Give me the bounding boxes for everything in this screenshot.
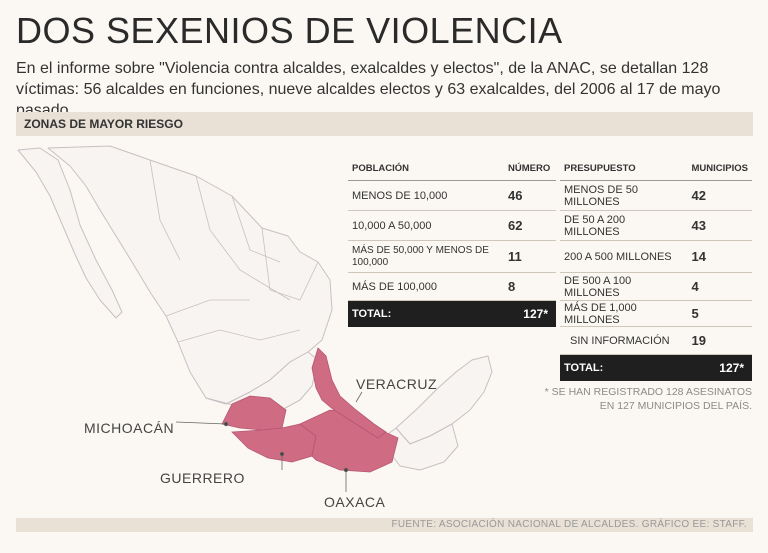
map-label-oaxaca: OAXACA (324, 494, 386, 510)
table-row: SIN INFORMACIÓN 19 (560, 326, 752, 355)
total-row: TOTAL: 127* (560, 354, 752, 381)
table-row: MENOS DE 10,000 46 (348, 180, 556, 211)
page-title: DOS SEXENIOS DE VIOLENCIA (16, 10, 563, 51)
row-value: 46 (504, 180, 556, 211)
row-value: 43 (687, 210, 752, 241)
table-row: DE 500 A 100 MILLONES 4 (560, 272, 752, 301)
total-label: TOTAL: (348, 300, 504, 327)
row-label: MÁS DE 50,000 Y MENOS DE 100,000 (348, 240, 504, 273)
row-label: MENOS DE 50 MILLONES (560, 180, 688, 211)
footer: FUENTE: ASOCIACIÓN NACIONAL DE ALCALDES.… (16, 518, 753, 532)
poblacion-table: POBLACIÓN NÚMERO MENOS DE 10,000 46 10,0… (348, 156, 556, 327)
map-region-michoacan (221, 395, 287, 431)
map-region-veracruz (311, 347, 387, 439)
row-value: 5 (687, 300, 752, 327)
total-value: 127* (687, 354, 752, 381)
column-header: PRESUPUESTO (560, 156, 688, 181)
section-header: ZONAS DE MAYOR RIESGO (16, 112, 753, 136)
table-row: 200 A 500 MILLONES 14 (560, 240, 752, 273)
column-header: NÚMERO (504, 156, 556, 181)
map-label-michoacan: MICHOACÁN (84, 420, 175, 436)
map-label-guerrero: GUERRERO (160, 470, 245, 486)
map-region-southeast (379, 423, 459, 471)
presupuesto-table: PRESUPUESTO MUNICIPIOS MENOS DE 50 MILLO… (560, 156, 752, 381)
table-header-row: PRESUPUESTO MUNICIPIOS (560, 156, 752, 181)
section-label: ZONAS DE MAYOR RIESGO (24, 117, 183, 131)
total-row: TOTAL: 127* (348, 300, 556, 327)
table-row: 10,000 A 50,000 62 (348, 210, 556, 241)
row-value: 11 (504, 240, 556, 273)
row-value: 62 (504, 210, 556, 241)
row-value: 8 (504, 272, 556, 301)
row-label: SIN INFORMACIÓN (560, 326, 688, 355)
table-row: MÁS DE 100,000 8 (348, 272, 556, 301)
footnote: * SE HAN REGISTRADO 128 ASESINATOS EN 12… (544, 386, 752, 412)
row-value: 14 (687, 240, 752, 273)
row-label: MENOS DE 10,000 (348, 180, 504, 211)
table-row: DE 50 A 200 MILLONES 43 (560, 210, 752, 241)
column-header: POBLACIÓN (348, 156, 504, 181)
table-row: MENOS DE 50 MILLONES 42 (560, 180, 752, 211)
column-header: MUNICIPIOS (687, 156, 752, 181)
table-row: MÁS DE 1,000 MILLONES 5 (560, 300, 752, 327)
table-header-row: POBLACIÓN NÚMERO (348, 156, 556, 181)
total-label: TOTAL: (560, 354, 688, 381)
map-label-veracruz: VERACRUZ (356, 376, 438, 392)
row-label: 200 A 500 MILLONES (560, 240, 688, 273)
row-label: 10,000 A 50,000 (348, 210, 504, 241)
map-region-guerrero (231, 423, 317, 463)
row-label: DE 50 A 200 MILLONES (560, 210, 688, 241)
source-credit: FUENTE: ASOCIACIÓN NACIONAL DE ALCALDES.… (391, 519, 747, 530)
row-value: 19 (687, 326, 752, 355)
table-row: MÁS DE 50,000 Y MENOS DE 100,000 11 (348, 240, 556, 273)
row-label: DE 500 A 100 MILLONES (560, 272, 688, 301)
map-region-baja (17, 147, 123, 319)
total-value: 127* (504, 300, 556, 327)
row-value: 42 (687, 180, 752, 211)
row-value: 4 (687, 272, 752, 301)
row-label: MÁS DE 100,000 (348, 272, 504, 301)
row-label: MÁS DE 1,000 MILLONES (560, 300, 688, 327)
page-subtitle: En el informe sobre "Violencia contra al… (16, 60, 721, 119)
